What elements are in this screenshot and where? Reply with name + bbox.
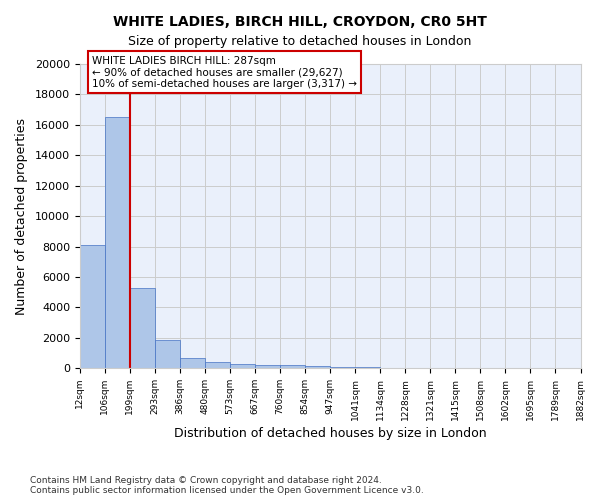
Text: Size of property relative to detached houses in London: Size of property relative to detached ho… [128,35,472,48]
Text: WHITE LADIES BIRCH HILL: 287sqm
← 90% of detached houses are smaller (29,627)
10: WHITE LADIES BIRCH HILL: 287sqm ← 90% of… [92,56,358,89]
Bar [330,367,355,368]
Bar [105,117,130,368]
Bar [205,362,230,368]
Bar [280,365,305,368]
Y-axis label: Number of detached properties: Number of detached properties [15,118,28,314]
Bar [255,364,280,368]
Bar [305,366,330,368]
Bar [130,288,155,368]
Bar [230,364,255,368]
Bar [80,245,105,368]
Text: Contains HM Land Registry data © Crown copyright and database right 2024.
Contai: Contains HM Land Registry data © Crown c… [30,476,424,495]
Text: WHITE LADIES, BIRCH HILL, CROYDON, CR0 5HT: WHITE LADIES, BIRCH HILL, CROYDON, CR0 5… [113,15,487,29]
X-axis label: Distribution of detached houses by size in London: Distribution of detached houses by size … [174,427,487,440]
Bar [180,358,205,368]
Bar [155,340,180,368]
